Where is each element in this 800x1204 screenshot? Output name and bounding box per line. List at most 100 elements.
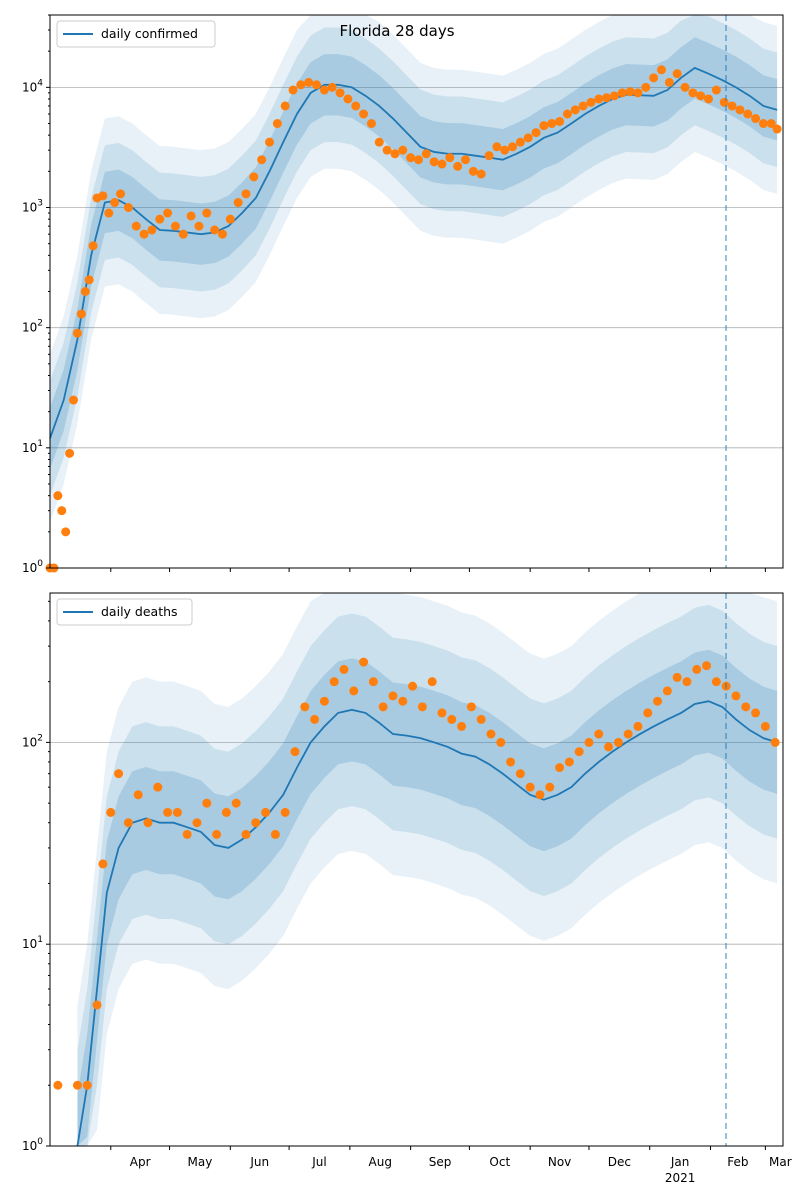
confidence-band bbox=[77, 649, 778, 1146]
data-point bbox=[98, 859, 108, 869]
data-point bbox=[186, 211, 196, 221]
data-point bbox=[270, 829, 280, 839]
data-point bbox=[476, 714, 486, 724]
y-tick-label: 102 bbox=[22, 319, 43, 335]
data-point bbox=[296, 80, 306, 90]
data-point bbox=[486, 729, 496, 739]
x-tick-label: Mar bbox=[769, 1155, 792, 1169]
x-tick-label: Jan bbox=[670, 1155, 690, 1169]
data-point bbox=[766, 119, 776, 129]
data-point bbox=[680, 82, 690, 92]
legend-box-deaths bbox=[56, 598, 193, 626]
data-point bbox=[508, 142, 518, 152]
data-point bbox=[500, 145, 510, 155]
data-point bbox=[116, 189, 126, 199]
data-point bbox=[110, 198, 120, 208]
panel-confirmed: 100 101 102 103 104 Florida 28 days daily co… bbox=[22, 14, 784, 575]
data-point bbox=[359, 657, 369, 667]
series-line bbox=[76, 700, 778, 1147]
series-confirmed bbox=[45, 65, 782, 573]
y-tick-label: 102 bbox=[22, 733, 43, 749]
data-point bbox=[641, 82, 651, 92]
y-tick-label: 101 bbox=[22, 439, 43, 455]
data-point bbox=[221, 807, 231, 817]
x-tick-label: Jul bbox=[311, 1155, 326, 1169]
data-point bbox=[123, 818, 133, 828]
data-point bbox=[366, 119, 376, 129]
data-point bbox=[114, 769, 124, 779]
x-tick-label: Sep bbox=[429, 1155, 452, 1169]
data-point bbox=[704, 94, 714, 104]
data-point bbox=[241, 189, 251, 199]
data-point bbox=[398, 145, 408, 155]
data-point bbox=[192, 818, 202, 828]
data-point bbox=[672, 69, 682, 79]
data-point bbox=[574, 747, 584, 757]
data-point bbox=[312, 80, 322, 90]
data-point bbox=[335, 88, 345, 98]
y-tick-label: 103 bbox=[22, 199, 43, 215]
data-point bbox=[72, 1080, 82, 1090]
data-point bbox=[584, 737, 594, 747]
x-axis-deaths: Apr May Jun Jul Aug Sep Oct Nov Dec Jan Feb Mar 2021 bbox=[110, 1146, 792, 1185]
data-point bbox=[233, 198, 243, 208]
data-point bbox=[374, 137, 384, 147]
data-point bbox=[155, 214, 165, 224]
confidence-band bbox=[50, 15, 778, 523]
data-point bbox=[702, 661, 712, 671]
data-point bbox=[413, 155, 423, 165]
data-point bbox=[84, 275, 94, 285]
data-point bbox=[257, 155, 267, 165]
legend-label-deaths: daily deaths bbox=[101, 604, 178, 619]
data-point bbox=[662, 686, 672, 696]
data-point bbox=[555, 763, 565, 773]
data-point bbox=[547, 119, 557, 129]
data-point bbox=[617, 88, 627, 98]
data-point bbox=[123, 203, 133, 213]
legend-deaths: daily deaths bbox=[56, 598, 193, 626]
x-ticks-confirmed bbox=[110, 568, 766, 572]
data-point bbox=[586, 97, 596, 107]
data-point bbox=[625, 87, 635, 97]
data-point bbox=[339, 664, 349, 674]
data-point bbox=[212, 829, 222, 839]
data-point bbox=[649, 73, 659, 83]
data-point bbox=[57, 506, 67, 516]
x-tick-label: Oct bbox=[489, 1155, 510, 1169]
data-point bbox=[564, 757, 574, 767]
data-point bbox=[484, 151, 494, 161]
data-point bbox=[429, 157, 439, 167]
data-point bbox=[61, 527, 71, 537]
data-point bbox=[751, 114, 761, 124]
data-point bbox=[88, 241, 98, 251]
data-point bbox=[770, 737, 780, 747]
data-point bbox=[760, 721, 770, 731]
data-point bbox=[492, 142, 502, 152]
data-point bbox=[82, 1080, 92, 1090]
data-point bbox=[633, 88, 643, 98]
data-point bbox=[417, 702, 427, 712]
data-point bbox=[202, 208, 212, 218]
data-point bbox=[163, 208, 173, 218]
data-point bbox=[388, 691, 398, 701]
data-point bbox=[329, 677, 339, 687]
data-point bbox=[288, 85, 298, 95]
x-tick-label: Nov bbox=[548, 1155, 571, 1169]
confidence-band bbox=[50, 37, 778, 469]
data-point bbox=[398, 696, 408, 706]
data-point bbox=[664, 77, 674, 87]
data-point bbox=[453, 161, 463, 171]
data-point bbox=[92, 1000, 102, 1010]
data-point bbox=[349, 686, 359, 696]
data-point bbox=[304, 77, 314, 87]
plot-area-confirmed bbox=[50, 15, 783, 568]
data-point bbox=[656, 65, 666, 75]
data-point bbox=[163, 807, 173, 817]
uncertainty-bands-confirmed bbox=[50, 15, 778, 523]
data-point bbox=[178, 229, 188, 239]
data-point bbox=[688, 88, 698, 98]
data-point bbox=[437, 159, 447, 169]
data-point bbox=[682, 677, 692, 687]
data-point bbox=[437, 708, 447, 718]
data-point bbox=[98, 191, 108, 201]
